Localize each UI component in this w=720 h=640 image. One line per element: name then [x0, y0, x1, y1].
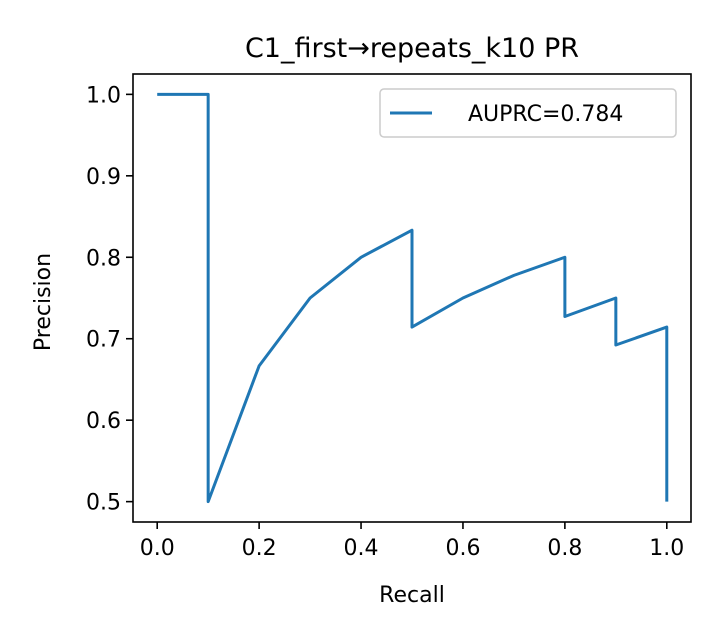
y-tick-label-0: 0.5	[86, 491, 121, 516]
y-tick-label-3: 0.8	[86, 246, 121, 271]
x-tick-label-1: 0.2	[242, 536, 277, 561]
x-tick-label-0: 0.0	[140, 536, 175, 561]
x-tick-label-3: 0.6	[445, 536, 480, 561]
x-tick-label-5: 1.0	[649, 536, 684, 561]
y-tick-label-5: 1.0	[86, 83, 121, 108]
legend-label-0: AUPRC=0.784	[468, 102, 623, 127]
y-tick-label-1: 0.6	[86, 409, 121, 434]
y-tick-label-4: 0.9	[86, 165, 121, 190]
y-tick-label-2: 0.7	[86, 328, 121, 353]
chart-title: C1_first→repeats_k10 PR	[245, 33, 579, 64]
x-tick-label-2: 0.4	[344, 536, 379, 561]
x-tick-label-4: 0.8	[547, 536, 582, 561]
y-axis-label: Precision	[31, 253, 56, 351]
x-axis-label: Recall	[379, 583, 445, 608]
